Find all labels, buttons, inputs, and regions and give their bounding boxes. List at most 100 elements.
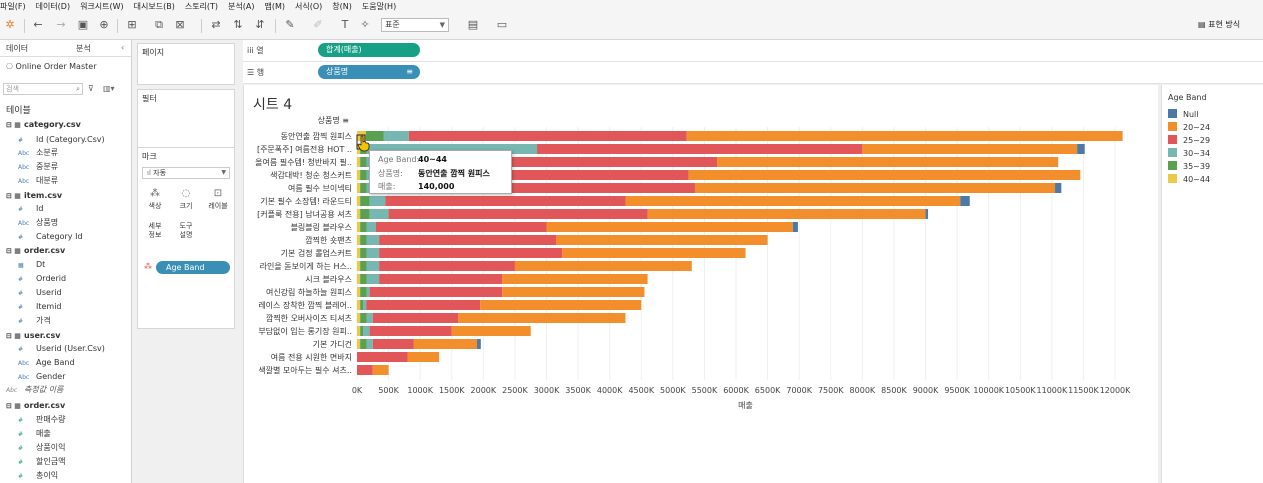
group-icon[interactable]: ✐ bbox=[313, 18, 323, 31]
menu-analysis[interactable]: 분석(A) bbox=[228, 2, 255, 11]
field-item[interactable]: Abc Age Band bbox=[18, 358, 75, 369]
field-item[interactable]: # Id bbox=[18, 204, 43, 215]
legend-item-25-29[interactable]: 25~29 bbox=[1168, 135, 1210, 146]
menu-story[interactable]: 스토리(T) bbox=[184, 2, 219, 11]
product-name-pill[interactable]: 상품명 ≡ bbox=[318, 65, 420, 79]
search-input[interactable]: 검색 ⌕ bbox=[3, 83, 83, 95]
tab-analytics[interactable]: 분석 bbox=[76, 44, 91, 53]
menu-window[interactable]: 창(N) bbox=[332, 2, 352, 11]
table-item[interactable]: ⊟ ▦ item.csv bbox=[6, 191, 62, 201]
columns-shelf[interactable]: iii 열 합계(매출) bbox=[243, 40, 1263, 62]
field-item[interactable]: # Id (Category.Csv) bbox=[18, 135, 105, 146]
category-label: 깜찍한 숏팬츠 bbox=[305, 235, 352, 245]
columns-label: iii 열 bbox=[247, 45, 264, 56]
swap-icon[interactable]: ⇄ bbox=[211, 18, 221, 31]
new-worksheet-icon[interactable]: ⊞ bbox=[127, 18, 137, 31]
field-item[interactable]: # Category Id bbox=[18, 232, 83, 243]
measure-name: 매출 bbox=[36, 429, 51, 438]
field-item[interactable]: # Userid bbox=[18, 288, 62, 299]
duplicate-icon[interactable]: ⧉ bbox=[155, 18, 163, 31]
field-item[interactable]: # Userid (User.Csv) bbox=[18, 344, 105, 355]
age-band-pill[interactable]: Age Band bbox=[156, 261, 230, 274]
field-type-icon: # bbox=[18, 234, 24, 241]
tab-data[interactable]: 데이터 bbox=[6, 44, 29, 53]
view-options-icon[interactable]: ▥▾ bbox=[103, 84, 115, 93]
tableau-logo-icon[interactable]: ✲ bbox=[5, 18, 15, 31]
sum-sales-pill[interactable]: 합계(매출) bbox=[318, 43, 420, 57]
menu-file[interactable]: 파일(F) bbox=[0, 2, 26, 11]
table-order[interactable]: ⊟ ▦ order.csv bbox=[6, 246, 65, 256]
highlight-icon[interactable]: ✎ bbox=[285, 18, 295, 31]
filters-title: 필터 bbox=[142, 94, 157, 103]
rows-shelf[interactable]: ☰ 행 상품명 ≡ bbox=[243, 62, 1263, 84]
sheet-title: 시트 4 bbox=[253, 97, 293, 113]
measure-item[interactable]: # 상품이익 bbox=[18, 443, 65, 454]
menu-help[interactable]: 도움말(H) bbox=[361, 2, 397, 11]
menu-format[interactable]: 서식(O) bbox=[295, 2, 323, 11]
table-user[interactable]: ⊟ ▦ user.csv bbox=[6, 331, 60, 341]
collapse-icon[interactable]: ‹ bbox=[121, 43, 125, 52]
fit-value: 표준 bbox=[385, 20, 400, 29]
datasource-name[interactable]: ⎔ Online Order Master bbox=[6, 62, 96, 71]
save-icon[interactable]: ▣ bbox=[77, 18, 89, 31]
legend-item-null[interactable]: Null bbox=[1168, 109, 1199, 120]
menu-worksheet[interactable]: 워크시트(W) bbox=[80, 2, 124, 11]
undo-icon[interactable]: ← bbox=[33, 18, 43, 31]
mark-type-dropdown[interactable]: ıl 자동 ▼ bbox=[142, 167, 230, 179]
fit-dropdown[interactable]: 표준 ▼ bbox=[381, 18, 449, 32]
tooltip-button[interactable]: 도구 설명 bbox=[172, 222, 200, 248]
legend-swatch bbox=[1168, 148, 1177, 157]
field-item[interactable]: # Orderid bbox=[18, 274, 66, 285]
field-item[interactable]: Abc Gender bbox=[18, 372, 65, 383]
color-button[interactable]: ⁂ 색상 bbox=[141, 187, 169, 213]
show-cards-icon[interactable]: ▤ bbox=[467, 18, 479, 31]
presentation-icon[interactable]: ▭ bbox=[496, 18, 508, 31]
category-label: 색깔별 모아두는 필수 셔츠.. bbox=[258, 365, 352, 375]
measure-item[interactable]: # 판매수량 bbox=[18, 415, 65, 426]
show-me-button[interactable]: ▤ 표현 방식 bbox=[1198, 19, 1240, 30]
toolbar: ✲ ← → ▣ ⊕ ⊞ ⧉ ⊠ ⇄ ⇅ ⇵ ✎ ✐ T ✧ 표준 ▼ ▤ ▭ ▤… bbox=[0, 13, 1263, 40]
measure-names-field[interactable]: Abc 측정값 이름 bbox=[6, 385, 63, 396]
clear-sheet-icon[interactable]: ⊠ bbox=[175, 18, 185, 31]
bar-segment-40-44 bbox=[357, 274, 361, 284]
new-datasource-icon[interactable]: ⊕ bbox=[99, 18, 109, 31]
menu-data[interactable]: 데이터(D) bbox=[35, 2, 71, 11]
legend-item-20-24[interactable]: 20~24 bbox=[1168, 122, 1210, 133]
labels-icon[interactable]: T bbox=[341, 18, 349, 31]
field-item[interactable]: Abc 소분류 bbox=[18, 148, 58, 159]
table-category[interactable]: ⊟ ▦ category.csv bbox=[6, 120, 81, 130]
menu-map[interactable]: 맵(M) bbox=[264, 2, 285, 11]
legend-item-40-44[interactable]: 40~44 bbox=[1168, 174, 1210, 185]
sort-desc-icon[interactable]: ⇵ bbox=[255, 18, 265, 31]
measure-item[interactable]: # 총이익 bbox=[18, 471, 58, 482]
table-order-measures[interactable]: ⊟ ▦ order.csv bbox=[6, 401, 65, 411]
field-item[interactable]: ▦ Dt bbox=[18, 260, 45, 271]
x-tick-label: 2000K bbox=[471, 386, 497, 395]
sort-asc-icon[interactable]: ⇅ bbox=[233, 18, 243, 31]
field-item[interactable]: Abc 상품명 bbox=[18, 218, 58, 229]
pin-icon[interactable]: ✧ bbox=[360, 18, 370, 31]
pages-card[interactable]: 페이지 bbox=[137, 43, 235, 85]
filter-icon[interactable]: ⊽ bbox=[88, 84, 94, 93]
field-type-icon: # bbox=[18, 206, 24, 213]
field-type-icon: Abc bbox=[18, 178, 30, 185]
measure-item[interactable]: # 매출 bbox=[18, 429, 51, 440]
bar-segment-35-39 bbox=[360, 209, 370, 219]
field-item[interactable]: Abc 대분류 bbox=[18, 176, 58, 187]
redo-icon[interactable]: → bbox=[56, 18, 66, 31]
label-button[interactable]: ⊡ 레이블 bbox=[204, 187, 232, 213]
measure-item[interactable]: # 할인금액 bbox=[18, 457, 65, 468]
toolbar-separator bbox=[24, 19, 25, 33]
field-item[interactable]: Abc 중분류 bbox=[18, 162, 58, 173]
size-button[interactable]: ◌ 크기 bbox=[172, 187, 200, 213]
detail-button[interactable]: 세부 정보 bbox=[141, 222, 169, 248]
legend-item-30-34[interactable]: 30~34 bbox=[1168, 148, 1210, 159]
field-item[interactable]: # 가격 bbox=[18, 316, 51, 327]
row-header-label: 상품명 ≡ bbox=[318, 115, 349, 125]
field-item[interactable]: # Itemid bbox=[18, 302, 62, 313]
bar-segment-40-44 bbox=[357, 170, 361, 180]
x-tick-label: 10500K bbox=[1005, 386, 1036, 395]
menu-dashboard[interactable]: 대시보드(B) bbox=[133, 2, 175, 11]
legend-item-35-39[interactable]: 35~39 bbox=[1168, 161, 1210, 172]
